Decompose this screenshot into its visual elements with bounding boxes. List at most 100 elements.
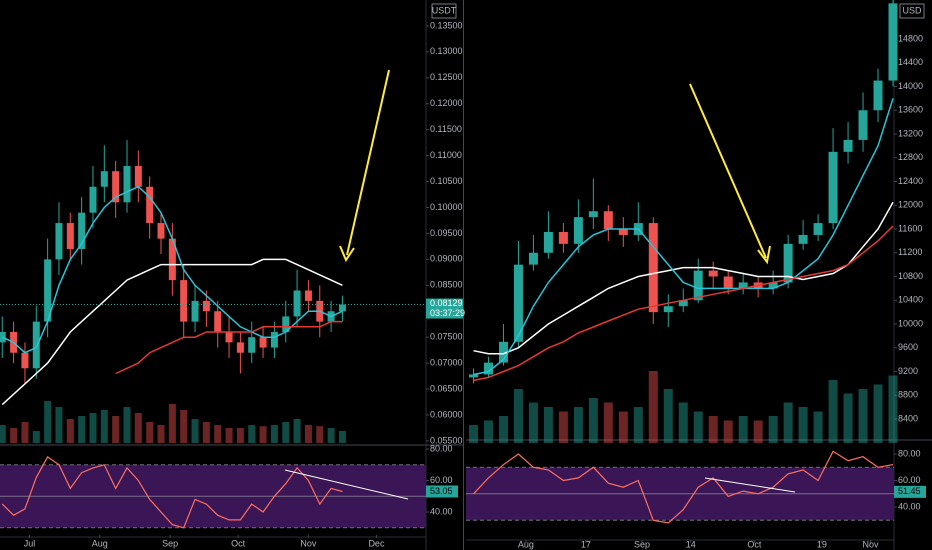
volume-bar <box>693 411 703 443</box>
candle-body <box>888 3 898 81</box>
volume-bar <box>225 428 233 443</box>
volume-bar <box>543 407 553 443</box>
x-tick-label: Aug <box>92 538 108 548</box>
arrow <box>346 69 390 256</box>
candle-body <box>225 331 233 343</box>
y-tick-label: 10400 <box>898 295 923 305</box>
candle-body <box>214 311 222 332</box>
moving-average <box>1 258 343 406</box>
y-tick-label: 0.09500 <box>430 228 463 238</box>
candle-body <box>236 342 244 353</box>
volume-bar <box>573 407 583 443</box>
y-tick-label: 14400 <box>898 57 923 67</box>
candle-body <box>648 223 658 313</box>
candle-body <box>873 80 883 111</box>
volume-bar <box>468 425 478 443</box>
rsi-y-tick-label: 60.00 <box>430 475 453 485</box>
candle-body <box>304 290 312 301</box>
last-price-label: 0.08129 <box>430 298 463 308</box>
volume-bar <box>327 428 335 443</box>
candle-body <box>21 352 29 369</box>
moving-average <box>473 201 894 355</box>
y-tick-label: 12800 <box>898 152 923 162</box>
volume-bar <box>66 419 74 443</box>
x-tick-label: Oct <box>231 538 246 548</box>
x-tick-label: 19 <box>817 539 827 549</box>
y-tick-label: 0.09000 <box>430 254 463 264</box>
volume-bar <box>78 416 86 443</box>
volume-bar <box>558 411 568 443</box>
volume-bar <box>738 416 748 443</box>
volume-bar <box>32 431 40 443</box>
candle-body <box>528 252 538 265</box>
volume-bar <box>663 389 673 443</box>
rsi-last-box <box>426 485 458 498</box>
y-tick-label: 13200 <box>898 128 923 138</box>
y-tick-label: 11200 <box>898 247 922 257</box>
volume-bar <box>180 410 188 443</box>
x-tick-label: 17 <box>581 539 591 549</box>
volume-bar <box>588 398 598 443</box>
volume-bar <box>248 425 256 443</box>
volume-bar <box>157 425 165 443</box>
countdown-label: 03:37:29 <box>430 308 465 318</box>
volume-bar <box>202 422 210 443</box>
candle-body <box>146 186 154 224</box>
currency-box <box>899 3 925 19</box>
candle-body <box>618 229 628 235</box>
candle-body <box>723 276 733 289</box>
x-tick-label: Nov <box>300 538 317 548</box>
y-tick-label: 8400 <box>898 413 918 423</box>
candle-body <box>66 223 74 249</box>
volume-bar <box>100 410 108 443</box>
y-tick-label: 12000 <box>898 200 923 210</box>
volume-bar <box>513 389 523 443</box>
volume-bar <box>843 393 853 443</box>
volume-bar <box>338 431 346 443</box>
candle-body <box>78 212 86 249</box>
candle-body <box>828 151 838 224</box>
y-tick-label: 0.05500 <box>430 435 463 445</box>
volume-bar <box>708 416 718 443</box>
annotations <box>284 69 796 500</box>
arrow <box>689 83 767 259</box>
volume-bar <box>0 425 6 443</box>
candle-body <box>513 264 523 342</box>
y-tick-label: 0.11000 <box>430 150 462 160</box>
volume-bar <box>146 422 154 443</box>
y-tick-label: 9600 <box>898 342 918 352</box>
arrow-head <box>339 245 355 263</box>
rsi-last-box <box>894 485 926 498</box>
candle-body <box>708 270 718 277</box>
y-tick-label: 0.13000 <box>430 46 463 56</box>
candle-body <box>693 270 703 301</box>
y-tick-label: 0.10500 <box>430 176 463 186</box>
trend-line <box>704 477 796 493</box>
currency-label: USD <box>902 5 922 15</box>
volume-bar <box>304 425 312 443</box>
volume-bar <box>236 428 244 443</box>
volume-bar <box>214 425 222 443</box>
candle-body <box>843 139 853 152</box>
candle-body <box>32 321 40 369</box>
volume-bar <box>10 428 18 443</box>
candle-body <box>588 211 598 218</box>
candle-body <box>112 171 120 203</box>
candle-body <box>573 217 583 244</box>
y-tick-label: 13600 <box>898 105 923 115</box>
x-tick-label: Dec <box>368 538 385 548</box>
rsi-last-label: 51.45 <box>898 486 921 496</box>
volume-bar <box>768 416 778 443</box>
candle-body <box>180 280 188 322</box>
candle-body <box>543 231 553 253</box>
x-tick-label: Nov <box>863 539 880 549</box>
x-tick-label: Sep <box>634 539 650 549</box>
volume-bar <box>123 407 131 443</box>
candle-body <box>678 300 688 307</box>
candle-body <box>134 165 142 187</box>
volume-bar <box>21 422 29 443</box>
volume-bar <box>633 407 643 443</box>
candle-body <box>191 300 199 322</box>
volume-bar <box>44 401 52 443</box>
